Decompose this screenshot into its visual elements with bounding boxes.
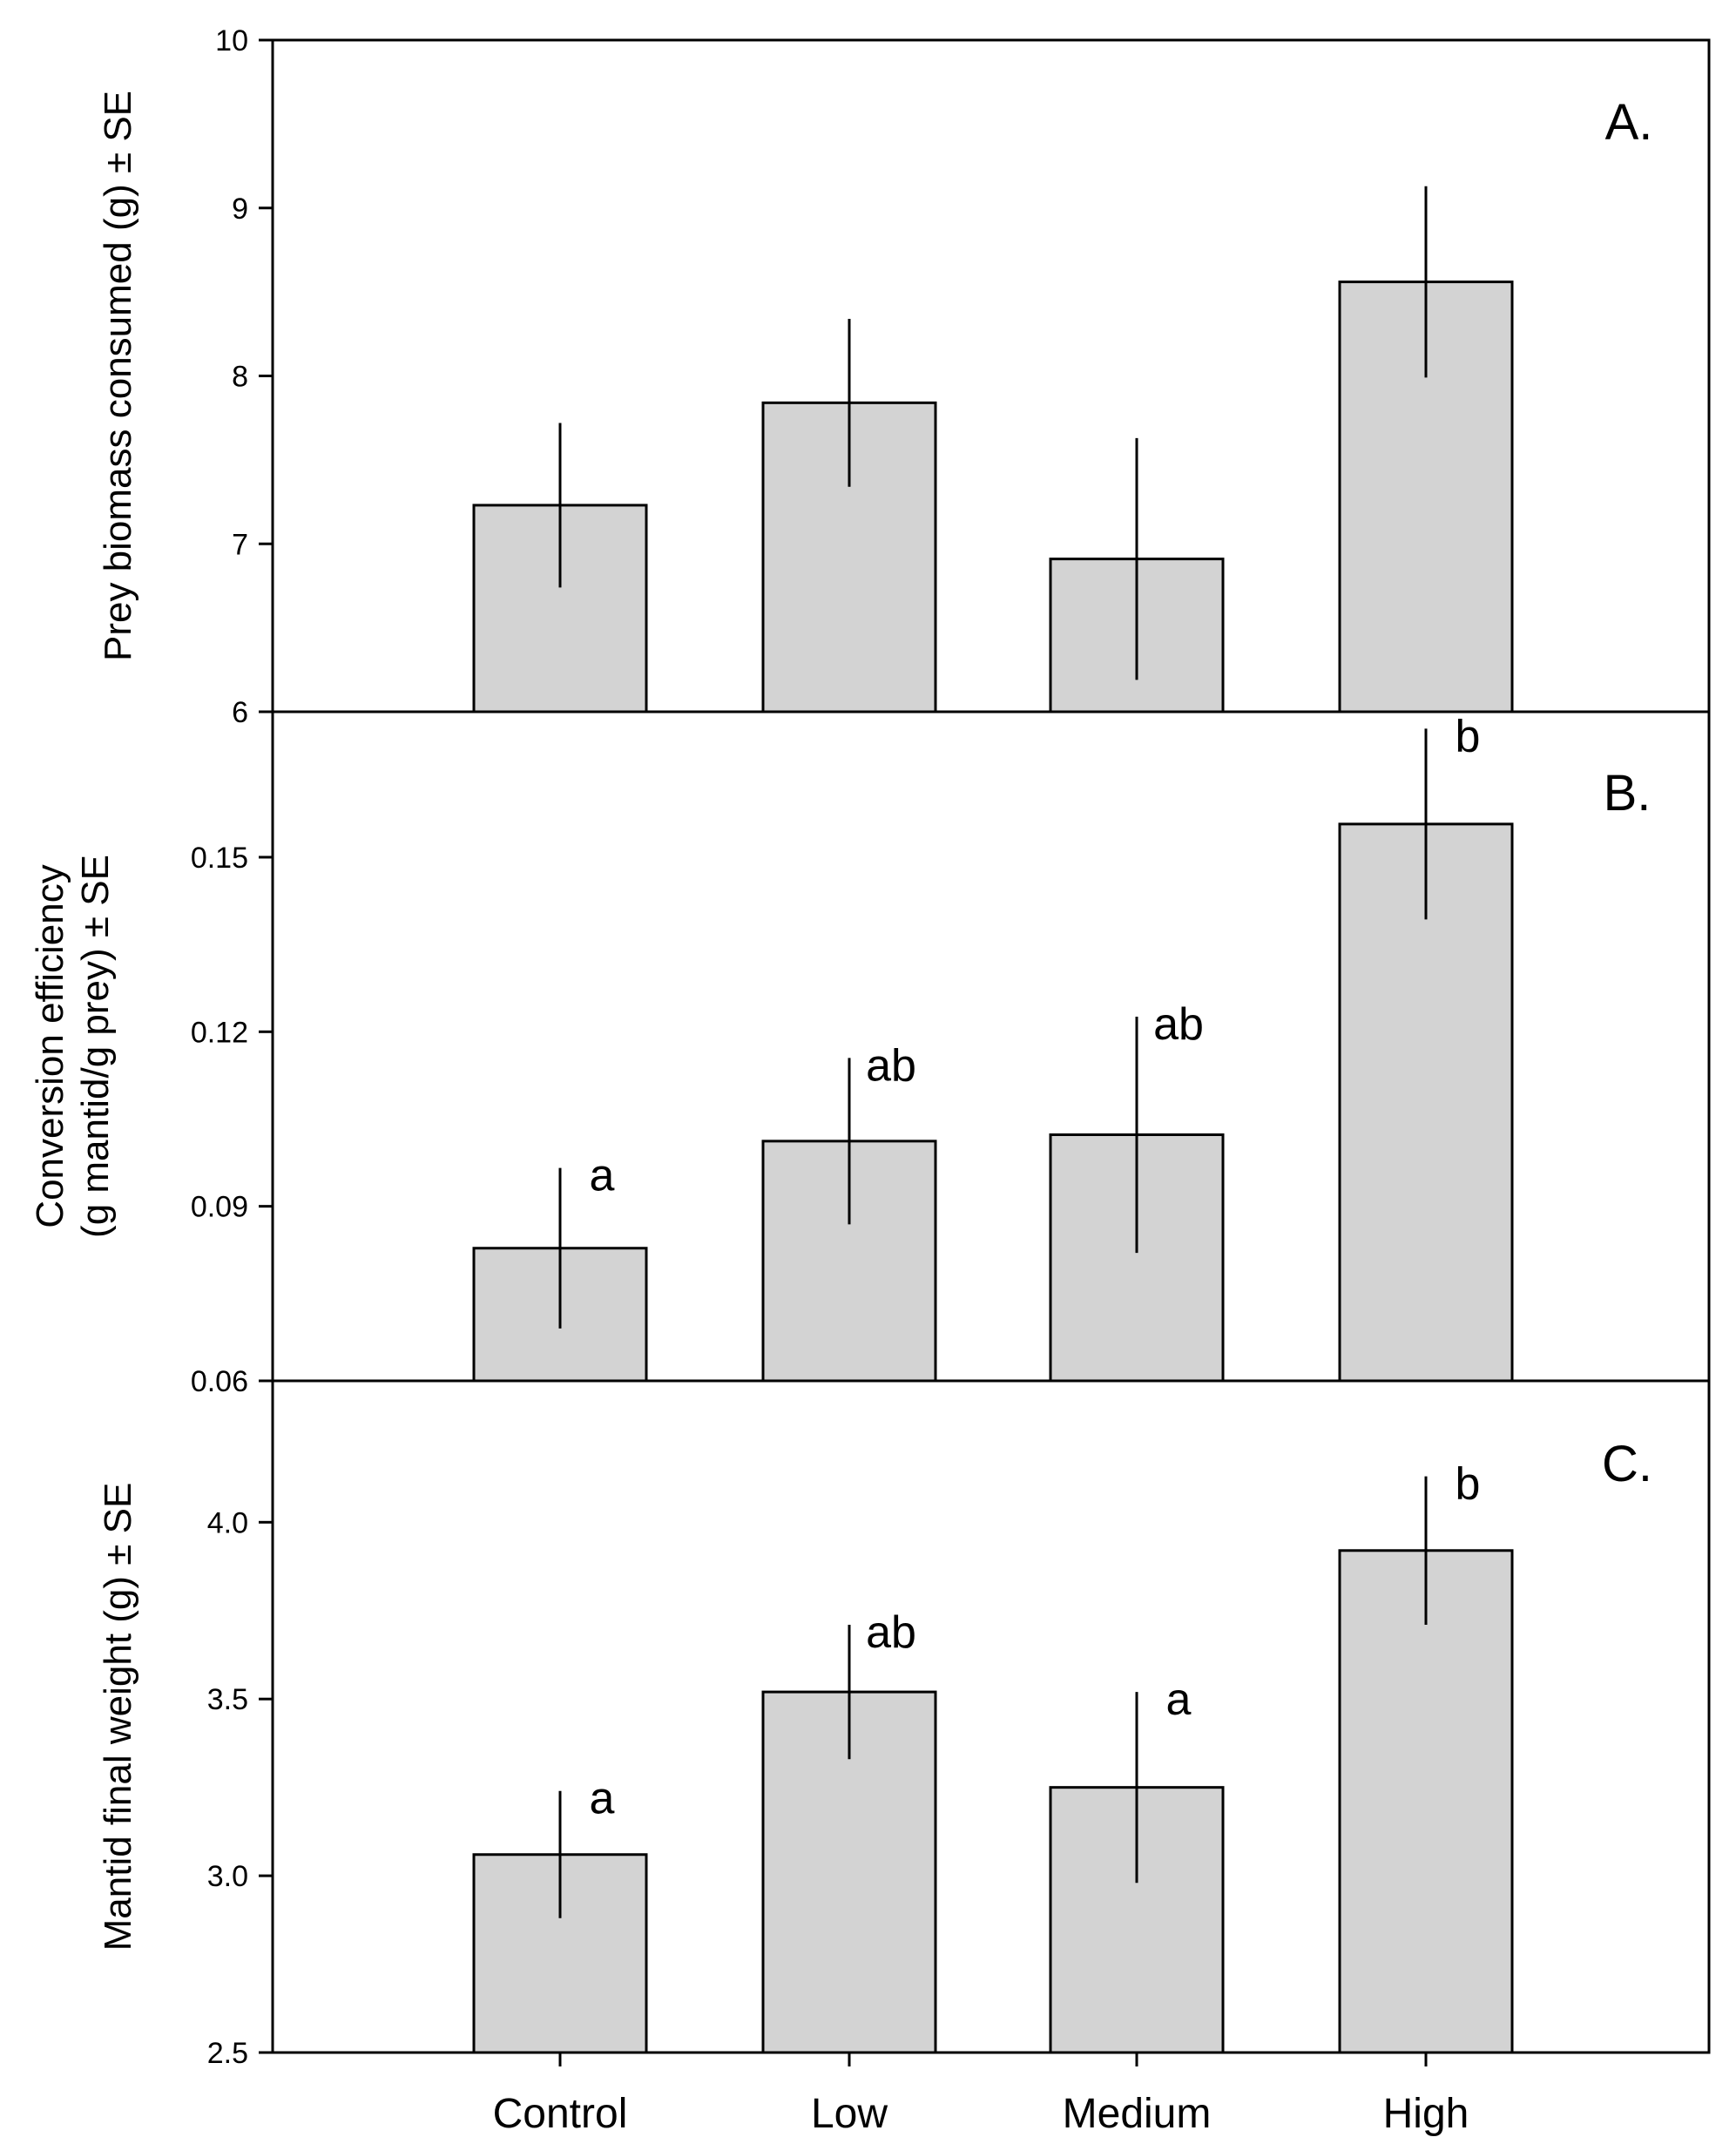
x-axis-tick-labels: Control Low Medium High bbox=[493, 2053, 1469, 2137]
y-tick-label: 0.12 bbox=[191, 1016, 248, 1049]
significance-letter: a bbox=[590, 1774, 615, 1824]
y-axis-label-line: Prey biomass consumed (g) ± SE bbox=[97, 91, 139, 661]
significance-letter: ab bbox=[1153, 999, 1204, 1050]
panel-label: A. bbox=[1605, 94, 1653, 151]
y-tick-label: 7 bbox=[232, 528, 248, 561]
panel-a: 6 7 8 9 10 Prey biomass consumed (g) ± SE A. bbox=[97, 24, 1711, 729]
y-tick-label: 6 bbox=[232, 696, 248, 729]
significance-letter: a bbox=[590, 1151, 615, 1201]
y-axis-label-line: Mantid final weight (g) ± SE bbox=[97, 1483, 139, 1951]
panel-label: C. bbox=[1602, 1436, 1652, 1492]
significance-letter: ab bbox=[866, 1040, 916, 1091]
x-tick-label-low: Low bbox=[811, 2091, 888, 2137]
significance-letter: b bbox=[1456, 1459, 1481, 1510]
y-tick-label: 3.0 bbox=[207, 1860, 248, 1893]
y-axis-label-line: (g mantid/g prey) ± SE bbox=[74, 855, 117, 1238]
bar-high bbox=[1338, 1549, 1514, 2054]
panel-b: 0.06 0.09 0.12 0.15 Conversion efficiency(g … bbox=[29, 710, 1711, 1398]
plot-frame bbox=[271, 1379, 1711, 2054]
x-tick-label-high: High bbox=[1383, 2091, 1469, 2137]
y-tick-label: 0.09 bbox=[191, 1191, 248, 1224]
panel-label: B. bbox=[1604, 765, 1652, 822]
panel-c: 2.5 3.0 3.5 4.0 Mantid final weight (g) ± SE… bbox=[97, 1379, 1711, 2070]
y-axis-label-line: Conversion efficiency bbox=[29, 864, 71, 1228]
y-axis-label: Conversion efficiency(g mantid/g prey) ±… bbox=[29, 855, 117, 1238]
x-tick-label-control: Control bbox=[493, 2091, 628, 2137]
y-tick-label: 2.5 bbox=[207, 2037, 248, 2070]
significance-letter: ab bbox=[866, 1607, 916, 1658]
panels: 6 7 8 9 10 Prey biomass consumed (g) ± SE A. 0.… bbox=[29, 24, 1711, 2070]
significance-letter: b bbox=[1456, 711, 1481, 761]
y-tick-label: 10 bbox=[215, 24, 248, 57]
y-tick-label: 0.06 bbox=[191, 1365, 248, 1398]
y-axis-label: Mantid final weight (g) ± SE bbox=[97, 1483, 139, 1951]
y-tick-label: 9 bbox=[232, 193, 248, 226]
x-tick-label-medium: Medium bbox=[1063, 2091, 1212, 2137]
significance-letter: a bbox=[1166, 1674, 1192, 1725]
y-axis-label: Prey biomass consumed (g) ± SE bbox=[97, 91, 139, 661]
y-tick-label: 4.0 bbox=[207, 1506, 248, 1539]
y-tick-label: 8 bbox=[232, 361, 248, 394]
y-tick-label: 3.5 bbox=[207, 1683, 248, 1716]
y-tick-label: 0.15 bbox=[191, 842, 248, 875]
